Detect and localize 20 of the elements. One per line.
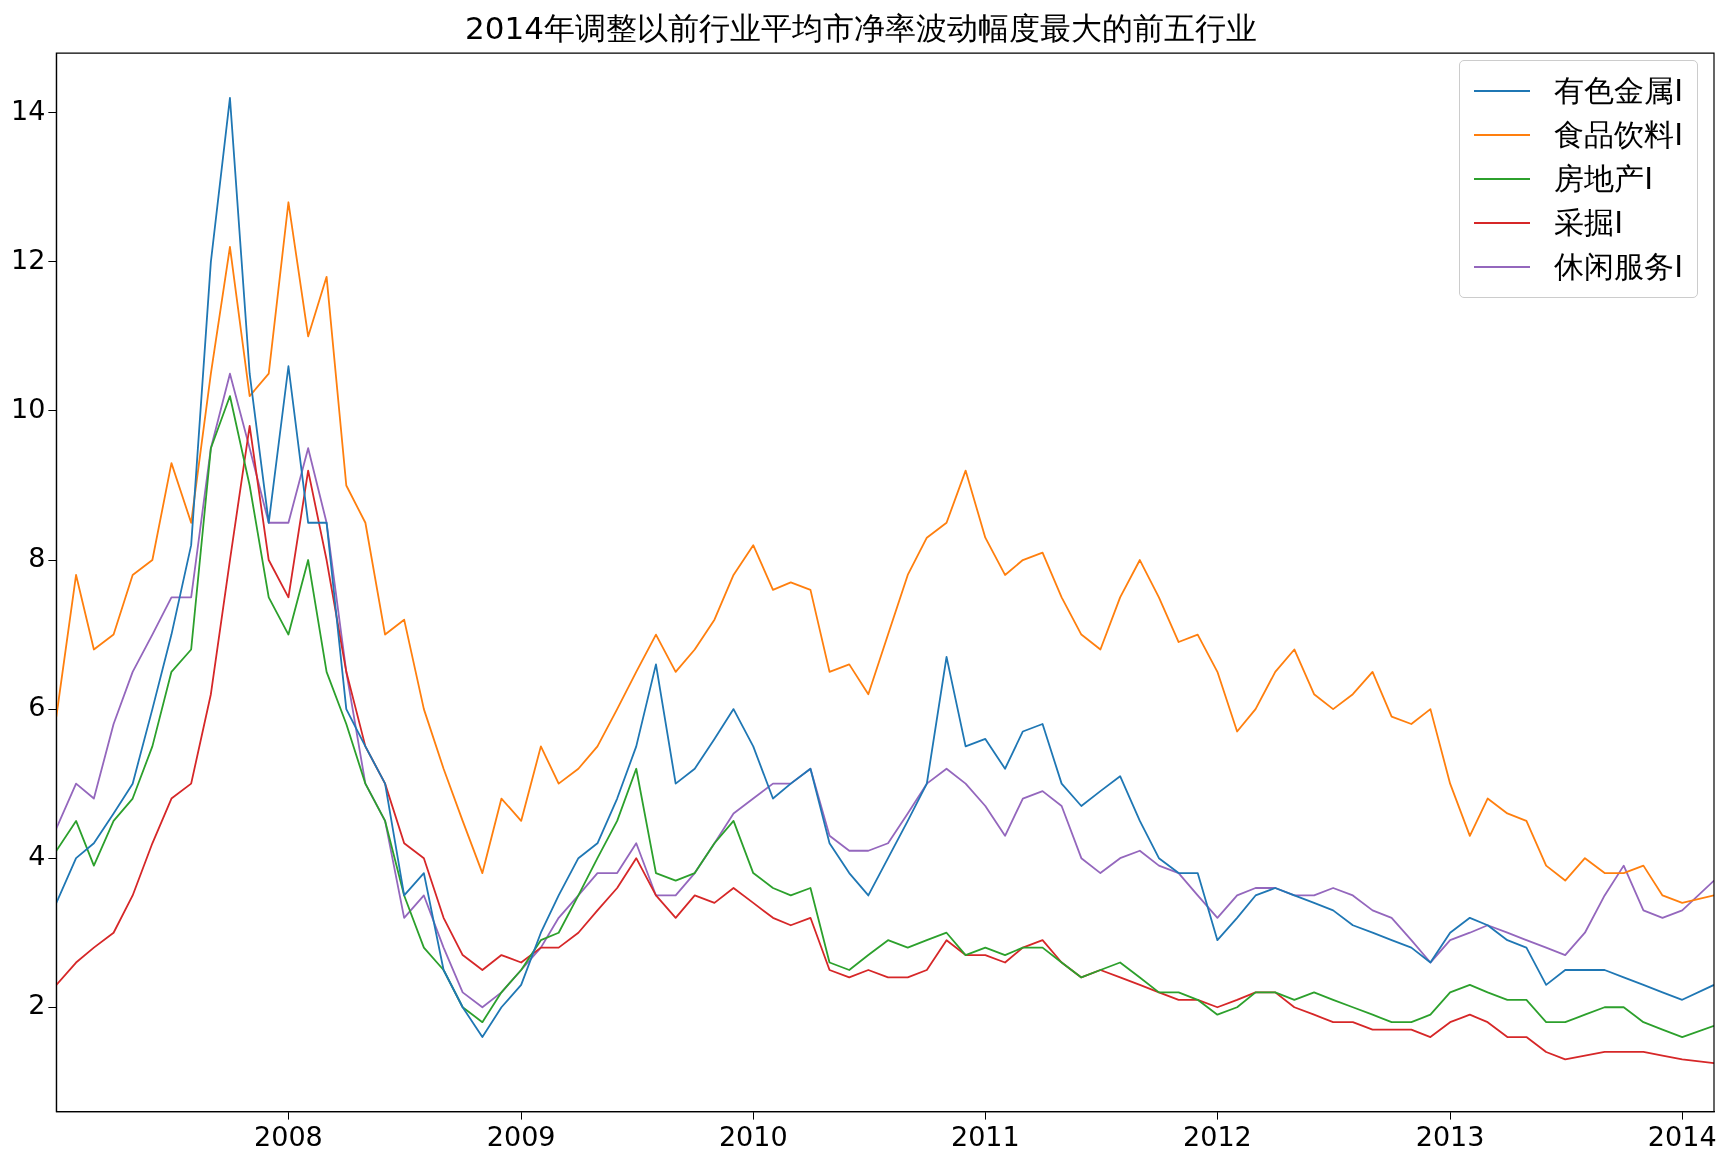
legend-label: 休闲服务I <box>1554 247 1683 286</box>
y-tick-label: 6 <box>28 691 46 723</box>
chart-title: 2014年调整以前行业平均市净率波动幅度最大的前五行业 <box>465 9 1257 46</box>
y-tick-label: 12 <box>11 243 46 275</box>
y-tick-label: 4 <box>28 840 46 872</box>
x-tick-label: 2010 <box>718 1120 788 1152</box>
x-tick-label: 2008 <box>254 1120 323 1152</box>
y-tick-label: 14 <box>11 94 46 126</box>
y-tick-label: 8 <box>28 542 46 574</box>
y-tick-label: 10 <box>11 392 46 424</box>
x-tick-label: 2011 <box>950 1120 1020 1152</box>
legend-label: 房地产I <box>1554 159 1653 198</box>
legend-label: 有色金属I <box>1554 71 1683 110</box>
legend-label: 食品饮料I <box>1554 115 1683 154</box>
x-tick-label: 2012 <box>1183 1120 1252 1152</box>
y-tick-label: 2 <box>28 989 46 1021</box>
x-tick-label: 2014 <box>1647 1120 1717 1152</box>
x-tick-label: 2009 <box>486 1120 556 1152</box>
legend-label: 采掘I <box>1554 203 1623 242</box>
x-tick-label: 2013 <box>1415 1120 1485 1152</box>
